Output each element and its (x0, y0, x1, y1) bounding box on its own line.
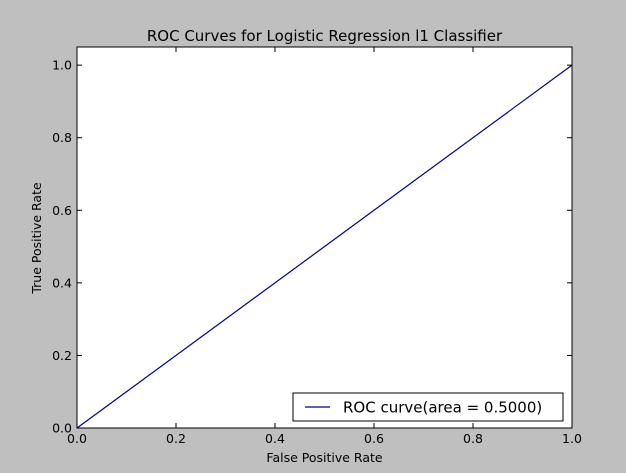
chart-title: ROC Curves for Logistic Regression l1 Cl… (147, 27, 503, 45)
y-tick-label: 1.0 (52, 58, 72, 73)
legend-entry-roc-curve: ROC curve(area = 0.5000) (343, 399, 542, 417)
x-tick-label: 0.6 (364, 431, 384, 446)
axes-background (77, 47, 572, 428)
y-tick-label: 0.8 (52, 130, 72, 145)
y-axis-label: True Positive Rate (29, 182, 44, 295)
x-tick-label: 0.2 (166, 431, 186, 446)
legend-box (292, 392, 564, 422)
tick-labels: 0.0 0.2 0.4 0.6 0.8 1.0 0.0 0.2 0.4 0.6 0.8 1.0 (52, 58, 582, 446)
x-tick-label: 0.4 (265, 431, 285, 446)
axes-frame (76, 46, 573, 429)
x-tick-label: 0.8 (463, 431, 483, 446)
y-tick-label: 0.0 (52, 421, 72, 436)
legend: ROC curve(area = 0.5000) (292, 392, 564, 422)
x-axis-label: False Positive Rate (266, 450, 382, 465)
y-tick-label: 0.4 (52, 275, 72, 290)
x-tick-label: 0.0 (67, 431, 87, 446)
x-tick-label: 1.0 (562, 431, 582, 446)
y-tick-label: 0.2 (52, 348, 72, 363)
roc-curve-line (76, 64, 573, 429)
y-tick-label: 0.6 (52, 203, 72, 218)
